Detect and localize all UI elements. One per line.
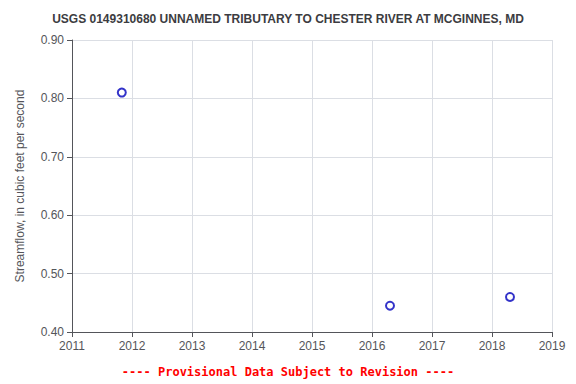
svg-text:2015: 2015 [299, 339, 326, 353]
svg-text:2012: 2012 [119, 339, 146, 353]
svg-text:---- Provisional Data Subject: ---- Provisional Data Subject to Revisio… [122, 365, 454, 379]
svg-text:USGS 0149310680 UNNAMED TRIBUT: USGS 0149310680 UNNAMED TRIBUTARY TO CHE… [52, 12, 524, 26]
svg-text:2019: 2019 [539, 339, 566, 353]
svg-text:0.90: 0.90 [41, 33, 65, 47]
svg-text:2014: 2014 [239, 339, 266, 353]
svg-text:2013: 2013 [179, 339, 206, 353]
svg-text:0.80: 0.80 [41, 91, 65, 105]
svg-text:0.60: 0.60 [41, 208, 65, 222]
svg-text:0.70: 0.70 [41, 150, 65, 164]
svg-text:Streamflow, in cubic feet per: Streamflow, in cubic feet per second [13, 90, 27, 283]
svg-text:2016: 2016 [359, 339, 386, 353]
svg-text:0.40: 0.40 [41, 325, 65, 339]
svg-text:2017: 2017 [419, 339, 446, 353]
svg-text:2018: 2018 [479, 339, 506, 353]
svg-text:2011: 2011 [59, 339, 85, 353]
svg-text:0.50: 0.50 [41, 267, 65, 281]
